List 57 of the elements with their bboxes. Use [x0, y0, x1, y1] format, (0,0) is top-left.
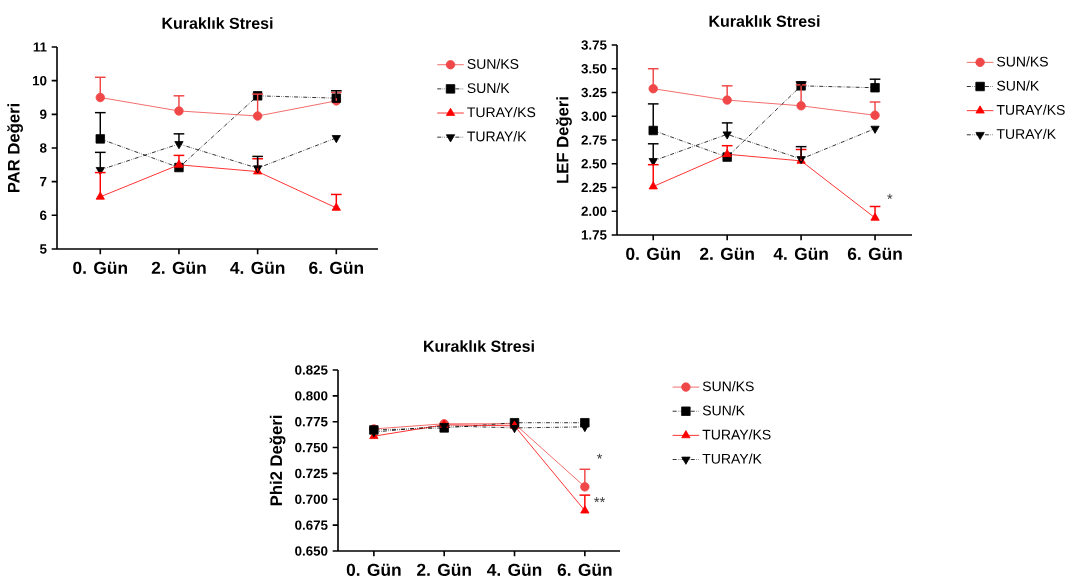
x-tick-label: 6. Gün — [309, 261, 363, 274]
annotation: * — [596, 453, 603, 459]
y-tick-label: 0.775 — [295, 416, 328, 427]
legend-label: SUN/K — [702, 405, 745, 416]
legend-label: TURAY/K — [702, 453, 762, 464]
y-axis-title: LEF Değeri — [556, 97, 572, 183]
annotation: * — [887, 193, 893, 199]
y-tick-label: 0.650 — [295, 546, 328, 556]
legend-label: TURAY/KS — [702, 429, 771, 440]
chart-title: Kuraklık Stresi — [162, 17, 273, 29]
legend-label: SUN/KS — [702, 381, 754, 392]
y-tick-label: 2.75 — [581, 135, 607, 145]
y-tick-label: 2.50 — [581, 159, 607, 169]
x-tick-label: 4. Gün — [230, 261, 285, 274]
y-tick-label: 0.825 — [295, 365, 328, 375]
x-tick-label: 0. Gün — [626, 247, 680, 260]
chart-title: Kuraklık Stresi — [424, 340, 534, 352]
y-tick-label: 5 — [39, 244, 47, 254]
y-tick-label: 11 — [33, 42, 47, 52]
y-tick-label: 3.25 — [581, 87, 607, 98]
legend-label: SUN/KS — [997, 56, 1048, 67]
y-axis-title: PAR Değeri — [7, 103, 23, 193]
chart-title: Kuraklık Stresi — [709, 15, 820, 27]
y-tick-label: 8 — [39, 143, 47, 153]
y-tick-label: 6 — [40, 210, 47, 221]
x-tick-label: 4. Gün — [773, 247, 828, 260]
y-tick-label: 9 — [40, 109, 47, 120]
y-tick-label: 0.675 — [295, 520, 328, 530]
y-tick-label: 0.700 — [295, 494, 328, 504]
legend-label: SUN/KS — [467, 58, 519, 69]
legend-label: TURAY/KS — [467, 106, 536, 118]
y-tick-label: 0.725 — [295, 468, 328, 479]
y-tick-label: 10 — [32, 75, 47, 86]
y-tick-label: 2.25 — [581, 182, 607, 193]
x-tick-label: 4. Gün — [487, 563, 542, 576]
y-axis-title: Phi2 Değeri — [269, 415, 286, 506]
x-tick-label: 0. Gün — [346, 563, 401, 576]
x-tick-label: 6. Gün — [557, 563, 612, 576]
y-tick-label: 3.75 — [581, 40, 607, 50]
x-tick-label: 0. Gün — [73, 261, 127, 274]
annotation: ** — [594, 497, 606, 503]
y-tick-label: 3.50 — [581, 64, 607, 74]
y-tick-label: 3.00 — [581, 111, 607, 121]
x-tick-label: 2. Gün — [151, 261, 206, 274]
legend-label: TURAY/K — [996, 128, 1056, 140]
legend-label: TURAY/K — [467, 131, 527, 142]
y-tick-label: 7 — [40, 177, 47, 187]
legend-label: SUN/K — [467, 82, 510, 94]
x-tick-label: 2. Gün — [700, 247, 754, 260]
y-tick-label: 1.75 — [581, 230, 607, 240]
y-tick-label: 0.750 — [295, 442, 328, 453]
x-tick-label: 6. Gün — [847, 247, 902, 260]
y-tick-label: 0.800 — [295, 391, 328, 401]
y-tick-label: 2.00 — [581, 206, 607, 216]
legend-label: SUN/K — [997, 80, 1040, 91]
x-tick-label: 2. Gün — [417, 563, 471, 576]
legend-label: TURAY/KS — [996, 104, 1065, 115]
